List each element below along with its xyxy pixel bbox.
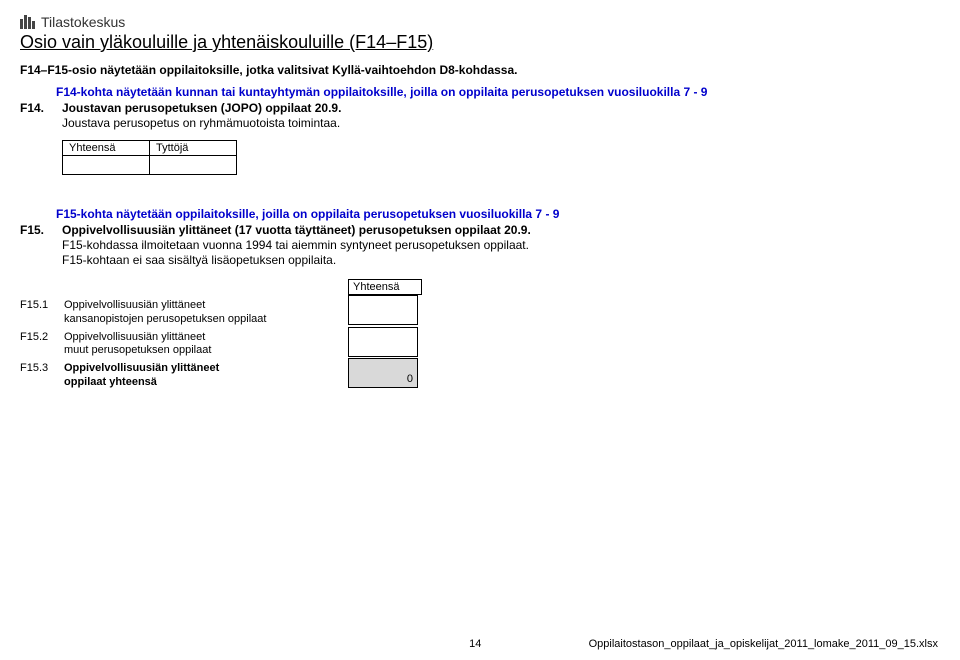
footer: 14 Oppilaitostason_oppilaat_ja_opiskelij… — [0, 638, 960, 650]
f15-desc2: F15-kohtaan ei saa sisältyä lisäopetukse… — [62, 253, 940, 267]
f15-row-code: F15.2 — [20, 327, 54, 343]
f14-cell-tyttoja[interactable] — [150, 156, 237, 175]
f15-cell[interactable] — [349, 327, 418, 356]
f14-block: F14-kohta näytetään kunnan tai kuntayhty… — [20, 85, 940, 175]
section-title: Osio vain yläkouluille ja yhtenäiskoului… — [20, 32, 940, 53]
f14-col-yhteensa: Yhteensä — [63, 141, 150, 156]
f14-code: F14. — [20, 101, 54, 115]
f15-row-label: Oppivelvollisuusiän ylittäneet oppilaat … — [64, 358, 344, 390]
f15-row-label: Oppivelvollisuusiän ylittäneet muut peru… — [64, 327, 344, 359]
f14-note: F14-kohta näytetään kunnan tai kuntayhty… — [56, 85, 940, 99]
f15-th-yhteensa: Yhteensä — [349, 280, 422, 295]
f15-row-code: F15.1 — [20, 295, 54, 311]
f15-block: F15-kohta näytetään oppilaitoksille, joi… — [20, 207, 940, 390]
f15-title: Oppivelvollisuusiän ylittäneet (17 vuott… — [62, 223, 531, 237]
f14-title: Joustavan perusopetuksen (JOPO) oppilaat… — [62, 101, 341, 115]
tilastokeskus-logo-icon — [20, 15, 35, 29]
f14-cell-yhteensa[interactable] — [63, 156, 150, 175]
f15-code: F15. — [20, 223, 54, 237]
header: Tilastokeskus — [20, 14, 940, 30]
f15-row-label: Oppivelvollisuusiän ylittäneet kansanopi… — [64, 295, 344, 327]
footer-filename: Oppilaitostason_oppilaat_ja_opiskelijat_… — [589, 638, 938, 650]
f15-desc1: F15-kohdassa ilmoitetaan vuonna 1994 tai… — [62, 238, 940, 252]
f15-table: Yhteensä F15.1 Oppivelvollisuusiän ylitt… — [20, 279, 940, 390]
page: Tilastokeskus Osio vain yläkouluille ja … — [0, 0, 960, 660]
f15-cell[interactable] — [349, 296, 418, 325]
page-number: 14 — [469, 638, 481, 650]
f14-row: F14. Joustavan perusopetuksen (JOPO) opp… — [20, 101, 940, 115]
f15-row: F15. Oppivelvollisuusiän ylittäneet (17 … — [20, 223, 940, 237]
brand-name: Tilastokeskus — [41, 14, 125, 30]
f15-row-code: F15.3 — [20, 358, 54, 374]
intro-text: F14–F15-osio näytetään oppilaitoksille, … — [20, 63, 940, 77]
f14-desc: Joustava perusopetus on ryhmämuotoista t… — [62, 116, 940, 130]
f14-table: Yhteensä Tyttöjä — [62, 140, 237, 175]
f15-cell-total: 0 — [349, 359, 418, 388]
f15-note: F15-kohta näytetään oppilaitoksille, joi… — [56, 207, 940, 221]
f14-col-tyttoja: Tyttöjä — [150, 141, 237, 156]
